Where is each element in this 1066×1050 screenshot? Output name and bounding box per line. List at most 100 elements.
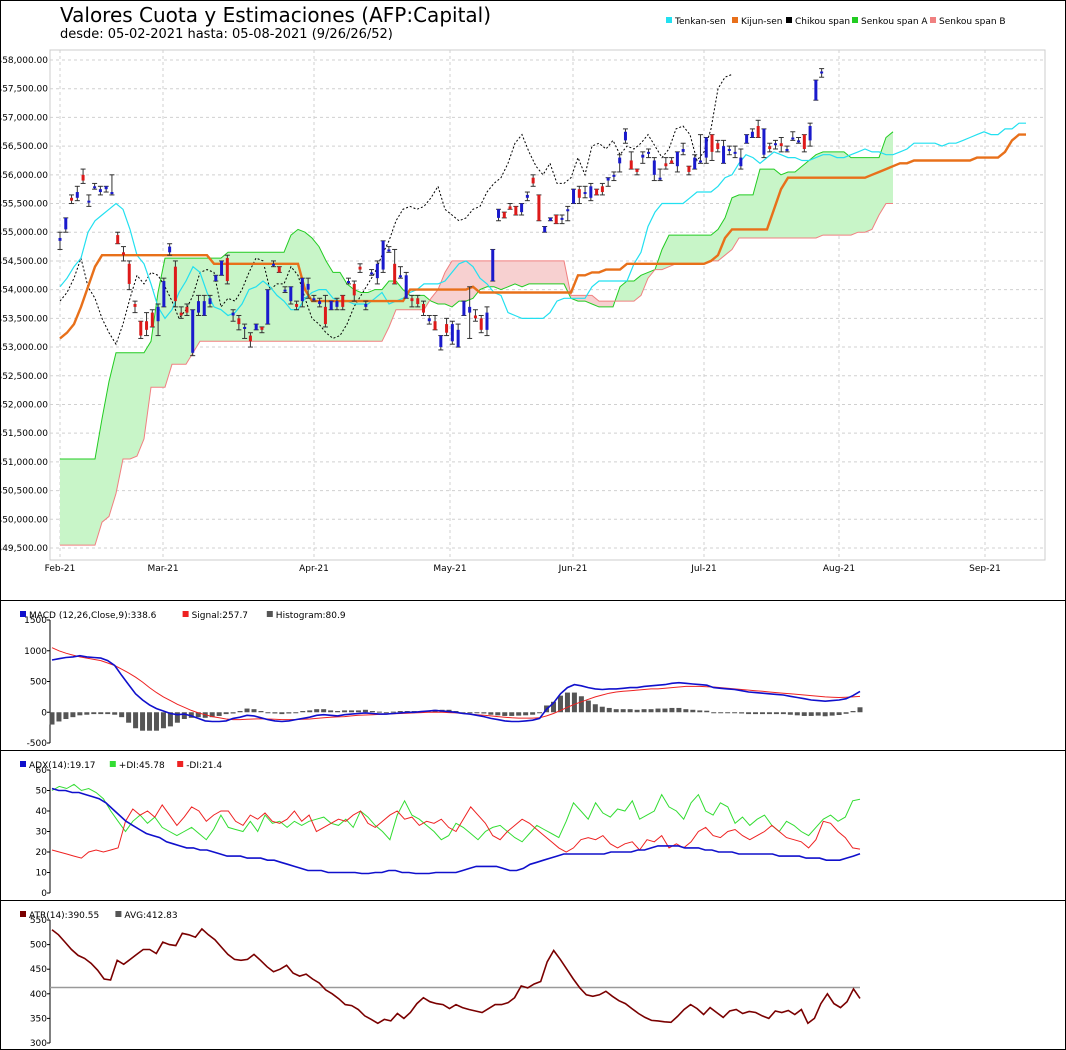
candle-body [491,249,495,282]
candle-body [237,318,241,325]
cloud-segment [228,252,235,342]
candle-body [445,324,449,333]
candle-body [416,298,420,304]
legend-swatch [20,911,26,917]
candle-body [606,177,610,181]
cloud-segment [760,169,767,238]
cloud-segment [585,295,592,304]
senkou-span-b-line [60,203,893,546]
candle-body [698,160,702,163]
cloud-segment [725,197,732,256]
candle-body [139,321,143,336]
cloud-segment [452,260,459,307]
histogram-bar [690,709,696,713]
x-tick-label: May-21 [433,564,466,574]
candle-body [289,286,293,302]
y-tick-label: $54,500.00 [0,257,48,267]
histogram-bar [230,712,236,714]
cloud-segment [830,151,837,236]
candle-body [110,192,114,195]
histogram-bar [112,712,118,715]
histogram-bar [585,700,591,713]
histogram-bar [606,707,612,713]
histogram-bar [63,712,69,720]
cloud-segment [858,157,865,233]
histogram-bar [188,712,194,718]
y-tick-label: $56,500.00 [0,142,48,152]
cloud-segment [816,151,823,238]
candle-body [595,189,599,195]
cloud-segment [788,172,795,238]
histogram-bar [780,712,786,715]
histogram-bar [641,709,647,713]
candle-body [462,301,466,316]
histogram-bar [718,712,724,714]
candle-body [756,126,760,138]
histogram-bar [481,712,487,714]
cloud-segment [354,289,361,342]
cloud-segment [144,341,151,439]
candle-body [133,304,137,307]
legend-entry: Histogram:80.9 [276,611,346,621]
histogram-bar [822,712,828,717]
histogram-bar [272,712,278,714]
histogram-bar [70,712,76,718]
y-tick-label: -500 [27,739,48,749]
cloud-segment [627,281,634,302]
candle-body [410,298,414,302]
candle-body [87,200,91,203]
candle-body [704,137,708,158]
cloud-segment [522,260,529,287]
histogram-bar [808,712,814,716]
candle-body [370,272,374,275]
candle-body [727,148,731,151]
candle-body [779,143,783,147]
histogram-bar [571,692,577,713]
y-tick-label: $52,500.00 [0,372,48,382]
candle-body [652,160,656,175]
cloud-segment [536,260,543,284]
cloud-segment [172,258,179,365]
y-tick-label: $56,000.00 [0,171,48,181]
histogram-bar [349,710,355,713]
candle-body [439,335,443,348]
y-tick-label: $53,500.00 [0,314,48,324]
candle-body [58,237,62,241]
y-tick-label: $52,000.00 [0,400,48,410]
histogram-bar [599,706,605,713]
y-tick-label: $57,000.00 [0,113,48,123]
legend-entry: AVG:412.83 [124,911,177,921]
cloud-segment [641,272,648,296]
cloud-segment [865,157,872,233]
cloud-segment [529,260,536,284]
cloud-segment [599,301,606,307]
candle-body [364,304,368,307]
histogram-bar [648,709,654,713]
candle-body [150,312,154,327]
candle-body [387,249,391,252]
histogram-bar [564,692,570,713]
candle-body [745,134,749,144]
y-tick-label: 1000 [24,647,47,657]
histogram-bar [516,712,522,716]
candle-body [485,312,489,330]
plot-area [49,49,1046,561]
histogram-bar [126,712,132,723]
candle-body [254,324,258,330]
histogram-bar [530,712,536,715]
candle-body [208,298,212,304]
cloud-segment [109,352,116,517]
candle-body [687,166,691,172]
candle-body [600,186,604,193]
cloud-segment [165,258,172,388]
cloud-segment [704,235,711,264]
histogram-bar [592,704,598,713]
chart-subtitle: desde: 05-02-2021 hasta: 05-08-2021 (9/2… [60,27,393,42]
y-tick-label: $58,000.00 [0,56,48,66]
candle-body [225,258,229,282]
histogram-bar [551,701,557,713]
candle-body [81,174,85,181]
